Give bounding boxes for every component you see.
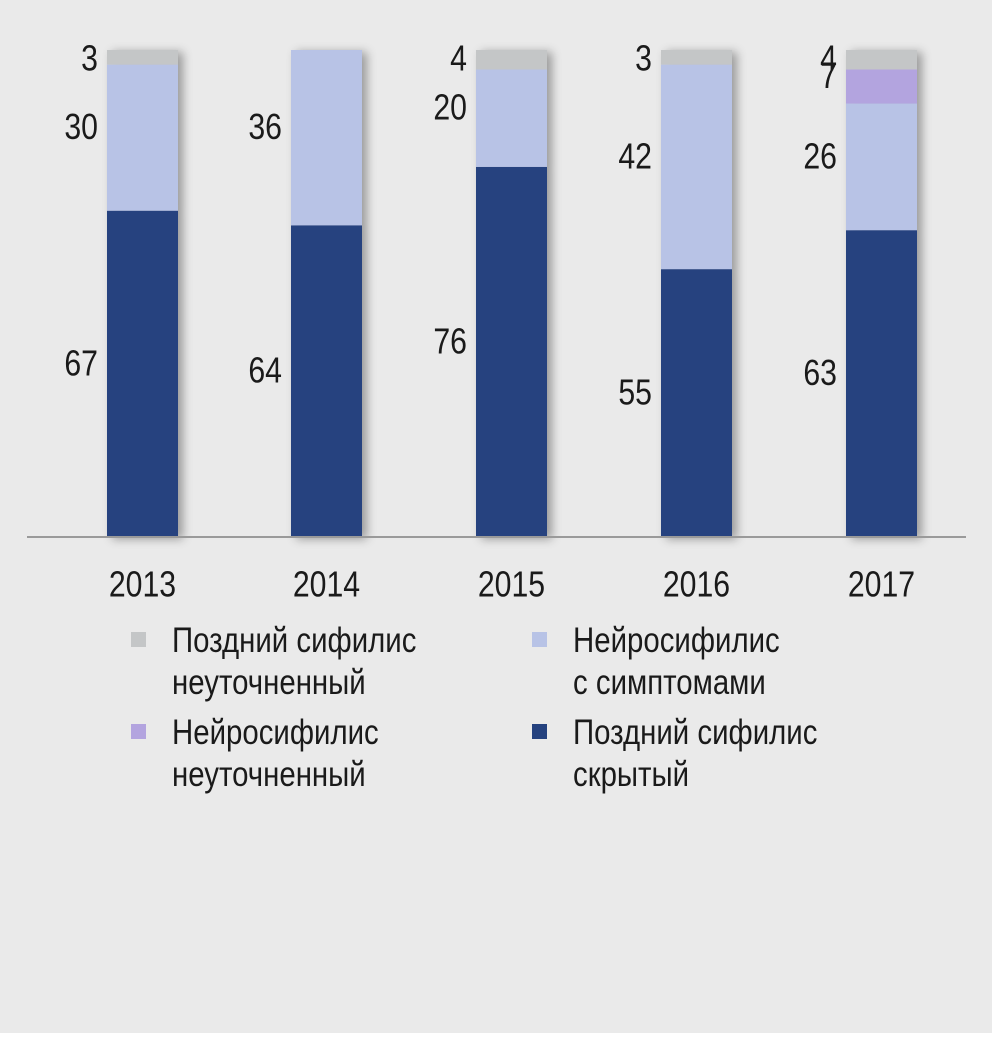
bars-layer: [107, 50, 917, 537]
value-label-2013-late_latent: 67: [64, 344, 98, 384]
legend-label-line: скрытый: [573, 755, 690, 794]
value-label-2016-neuro_symptomatic: 42: [618, 137, 652, 177]
value-label-2015-neuro_symptomatic: 20: [433, 88, 467, 128]
legend-swatch-neuro_symptomatic: [532, 632, 547, 647]
bar-stack-2016: [661, 50, 732, 537]
legend-label-line: Поздний сифилис: [172, 621, 417, 660]
stacked-bar-chart: 67 30 3 2013 64 36 2014 76 20 4 2015 55 42 3 2016 63 26 7…: [27, 39, 966, 605]
value-label-2015-late_unspecified: 4: [450, 39, 467, 79]
bar-segment-2013-late_latent: [107, 210, 178, 537]
bar-segment-2017-neuro_unspecified: [846, 69, 917, 104]
legend-swatch-neuro_unspecified: [131, 724, 146, 739]
value-label-2014-neuro_symptomatic: 36: [248, 108, 282, 148]
category-label-2015: 2015: [478, 565, 545, 605]
legend-item-neuro_symptomatic: Нейросифилис с симптомами: [532, 620, 819, 704]
legend-item-late_unspecified: Поздний сифилис неуточненный: [131, 620, 463, 704]
bar-stack-2017: [846, 50, 917, 537]
legend-label-line: неуточненный: [172, 663, 366, 702]
bar-segment-2015-neuro_symptomatic: [476, 69, 547, 167]
value-label-2017-late_latent: 63: [803, 354, 837, 394]
legend-item-late_latent: Поздний сифилис скрытый: [532, 712, 864, 796]
bar-segment-2013-late_unspecified: [107, 50, 178, 65]
bar-segment-2014-late_latent: [291, 225, 362, 537]
category-label-2014: 2014: [293, 565, 360, 605]
labels-layer: 67 30 3 2013 64 36 2014 76 20 4 2015 55 42 3 2016 63 26 7…: [64, 39, 915, 605]
bar-stack-2015: [476, 50, 547, 537]
bar-segment-2013-neuro_symptomatic: [107, 64, 178, 211]
value-label-2017-late_unspecified: 4: [820, 39, 837, 79]
category-label-2017: 2017: [848, 565, 915, 605]
value-label-2015-late_latent: 76: [433, 322, 467, 362]
bar-segment-2017-neuro_symptomatic: [846, 103, 917, 231]
legend-label-late_unspecified: Поздний сифилис неуточненный: [172, 620, 416, 704]
value-label-2013-late_unspecified: 3: [81, 39, 98, 79]
bar-segment-2016-late_unspecified: [661, 50, 732, 65]
legend-label-line: Нейросифилис: [573, 621, 780, 660]
value-label-2017-neuro_unspecified: 7: [820, 57, 837, 97]
legend-swatch-late_latent: [532, 724, 547, 739]
legend-item-neuro_unspecified: Нейросифилис неуточненный: [131, 712, 418, 796]
bar-segment-2016-neuro_symptomatic: [661, 64, 732, 270]
value-label-2013-neuro_symptomatic: 30: [64, 108, 98, 148]
legend: Поздний сифилис неуточненный Нейросифилис с…: [0, 620, 992, 800]
bar-stack-2014: [291, 50, 362, 537]
legend-label-line: Поздний сифилис: [573, 713, 818, 752]
value-label-2017-neuro_symptomatic: 26: [803, 137, 837, 177]
value-label-2016-late_unspecified: 3: [635, 39, 652, 79]
legend-label-neuro_symptomatic: Нейросифилис с симптомами: [573, 620, 780, 704]
legend-label-line: Нейросифилис: [172, 713, 379, 752]
legend-label-line: с симптомами: [573, 663, 766, 702]
legend-label-late_latent: Поздний сифилис скрытый: [573, 712, 817, 796]
bar-segment-2014-neuro_symptomatic: [291, 50, 362, 226]
bar-segment-2015-late_unspecified: [476, 50, 547, 70]
value-label-2016-late_latent: 55: [618, 373, 652, 413]
bar-segment-2015-late_latent: [476, 166, 547, 537]
bar-segment-2017-late_latent: [846, 230, 917, 537]
legend-swatch-late_unspecified: [131, 632, 146, 647]
legend-label-neuro_unspecified: Нейросифилис неуточненный: [172, 712, 379, 796]
category-label-2016: 2016: [663, 565, 730, 605]
bar-segment-2016-late_latent: [661, 269, 732, 537]
bar-segment-2017-late_unspecified: [846, 50, 917, 70]
value-label-2014-late_latent: 64: [248, 351, 282, 391]
category-label-2013: 2013: [109, 565, 176, 605]
legend-label-line: неуточненный: [172, 755, 366, 794]
bar-stack-2013: [107, 50, 178, 537]
